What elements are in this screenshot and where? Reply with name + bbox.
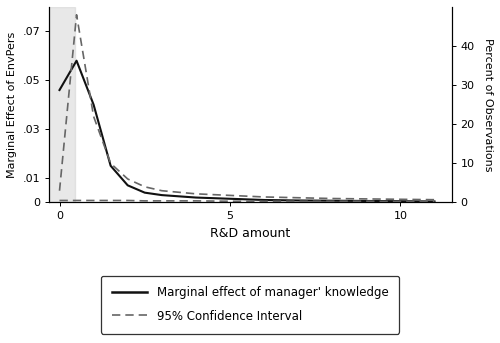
Bar	[50, 7, 75, 202]
Legend: Marginal effect of manager' knowledge, 95% Confidence Interval: Marginal effect of manager' knowledge, 9…	[101, 276, 399, 334]
Y-axis label: Marginal Effect of EnvPers: Marginal Effect of EnvPers	[7, 32, 17, 178]
X-axis label: R&D amount: R&D amount	[210, 227, 290, 240]
Y-axis label: Percent of Observations: Percent of Observations	[483, 38, 493, 172]
